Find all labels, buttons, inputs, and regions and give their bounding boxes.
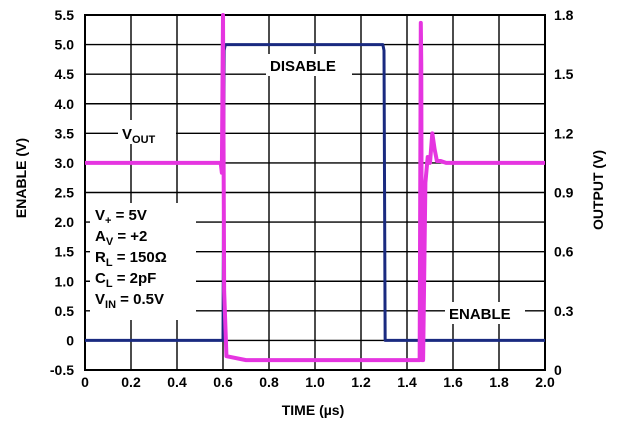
x-tick-label: 0.2 [121,374,141,390]
enable-label-bg [445,302,525,324]
y-left-tick-label: 5.0 [55,37,75,53]
vout-label-bg [118,120,176,144]
y-left-tick-label: 0.5 [55,303,75,319]
tick-labels: 0 0.2 0.4 0.6 0.8 1.0 1.2 1.4 1.6 1.8 2.0 -0.5 0 0.5 1… [50,7,574,390]
y-left-tick-label: 4.0 [55,96,75,112]
disable-label: DISABLE [270,58,336,75]
x-tick-label: 0 [81,374,89,390]
x-tick-label: 1.0 [305,374,325,390]
y-left-tick-label: 5.5 [55,7,75,23]
x-tick-label: 1.2 [351,374,371,390]
x-tick-label: 1.4 [397,374,417,390]
series-line-enable [85,43,545,342]
param-label: RL = 150Ω [95,249,167,269]
plot-frame [84,14,546,371]
x-tick-label: 2.0 [535,374,555,390]
y-right-tick-label: 1.8 [554,7,574,23]
y-left-tick-label: 1.5 [55,244,75,260]
y-left-tick-label: 3.0 [55,155,75,171]
y-axis-left-title: ENABLE (V) [13,138,29,218]
y-left-tick-label: 4.5 [55,66,75,82]
x-axis-title: TIME (µs) [282,402,345,418]
y-right-tick-label: 0.3 [554,303,574,319]
x-tick-label: 0.6 [213,374,233,390]
params-bg [90,203,196,320]
y-left-tick-label: 2.5 [55,185,75,201]
param-label: AV = +2 [95,228,147,248]
param-label: VIN = 0.5V [95,291,164,311]
y-right-tick-label: 0 [554,362,562,378]
x-tick-label: 0.4 [167,374,187,390]
param-label: CL = 2pF [95,270,156,290]
series-line-vout [85,13,545,363]
y-axis-right-title: OUTPUT (V) [590,150,606,230]
x-tick-label: 0.8 [259,374,279,390]
y-right-tick-label: 0.9 [554,185,574,201]
y-right-tick-label: 1.5 [554,66,574,82]
plot-series [85,13,545,363]
y-left-tick-label: -0.5 [50,362,74,378]
x-tick-label: 1.8 [489,374,509,390]
y-left-tick-label: 3.5 [55,125,75,141]
y-left-tick-label: 1.0 [55,273,75,289]
vout-label: VOUT [122,126,156,146]
x-tick-label: 1.6 [443,374,463,390]
y-left-tick-label: 2.0 [55,214,75,230]
y-right-tick-label: 1.2 [554,125,574,141]
y-right-tick-label: 0.6 [554,244,574,260]
enable-label: ENABLE [449,306,511,323]
disable-label-bg [266,54,352,76]
y-left-tick-label: 0 [66,332,74,348]
param-label: V+ = 5V [95,207,147,227]
